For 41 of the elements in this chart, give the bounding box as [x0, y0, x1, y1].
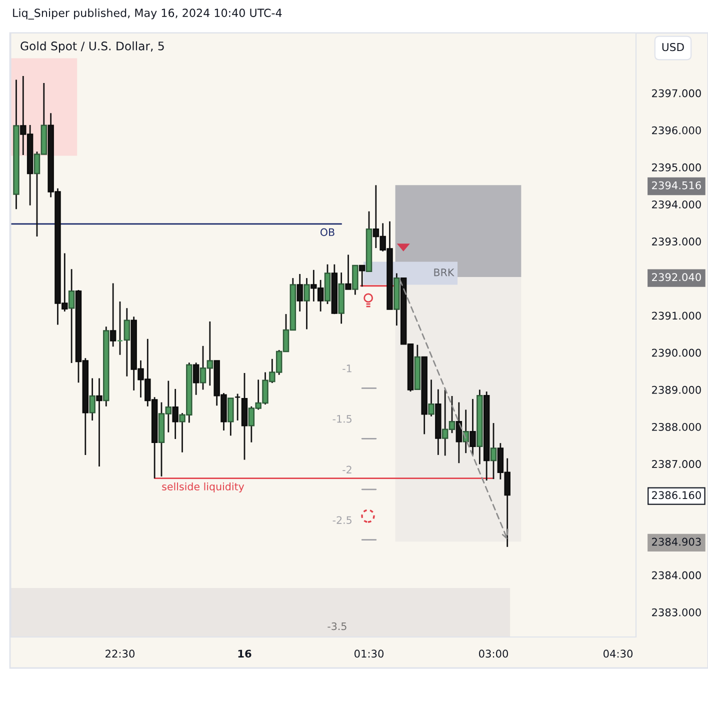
candlestick	[192, 362, 200, 396]
series-label: -1.5	[332, 415, 352, 423]
text: Liq_Sniper published, May 16, 2024 10:40 UTC-4	[13, 8, 282, 20]
y-tick-label: 2387.000	[652, 460, 701, 468]
candlestick	[110, 282, 116, 348]
candlestick	[96, 378, 102, 468]
y-tick-label: 2384.903	[652, 538, 701, 546]
y-tick-label: 2389.000	[652, 386, 701, 394]
y-tick-label: 2397.000	[652, 89, 701, 98]
candlestick	[345, 254, 352, 290]
annotation: sellside liquidity	[162, 482, 244, 492]
y-tick-label: 2394.000	[652, 200, 701, 208]
annotation: OB	[320, 228, 334, 236]
x-tick-label: 01:30	[354, 650, 384, 658]
y-tick-label: 2384.000	[652, 571, 701, 580]
candlestick	[234, 393, 241, 422]
y-tick-label: 2388.000	[652, 422, 701, 431]
x-tick-label: 03:00	[478, 650, 508, 658]
y-tick-label: 2393.000	[652, 238, 701, 246]
series-label: -2.5	[332, 516, 352, 524]
annotation: -3.5	[328, 622, 346, 630]
y-tick-label: 2391.000	[652, 312, 701, 320]
series-label: -2	[342, 466, 352, 474]
series-label: -1	[342, 364, 352, 372]
annotation: BRK	[434, 268, 454, 276]
y-axis-title: USD	[662, 42, 684, 52]
candlestick	[172, 388, 178, 440]
candlestick	[358, 264, 366, 288]
x-tick-label: 16	[238, 650, 252, 658]
y-tick-label: 2390.000	[652, 348, 701, 357]
y-tick-label: 2396.000	[652, 126, 701, 134]
y-tick-label: 2386.160	[652, 491, 701, 500]
y-tick-label: 2394.516	[652, 181, 701, 190]
y-tick-label: 2395.000	[652, 163, 701, 172]
candlestick	[296, 273, 303, 312]
x-tick-label: 22:30	[106, 650, 134, 658]
x-tick-label: 04:30	[604, 650, 633, 658]
y-tick-label: 2392.040	[652, 273, 701, 282]
y-tick-label: 2383.000	[652, 608, 701, 616]
text: Gold Spot / U.S. Dollar, 5	[20, 41, 164, 53]
candlestick	[470, 398, 476, 456]
